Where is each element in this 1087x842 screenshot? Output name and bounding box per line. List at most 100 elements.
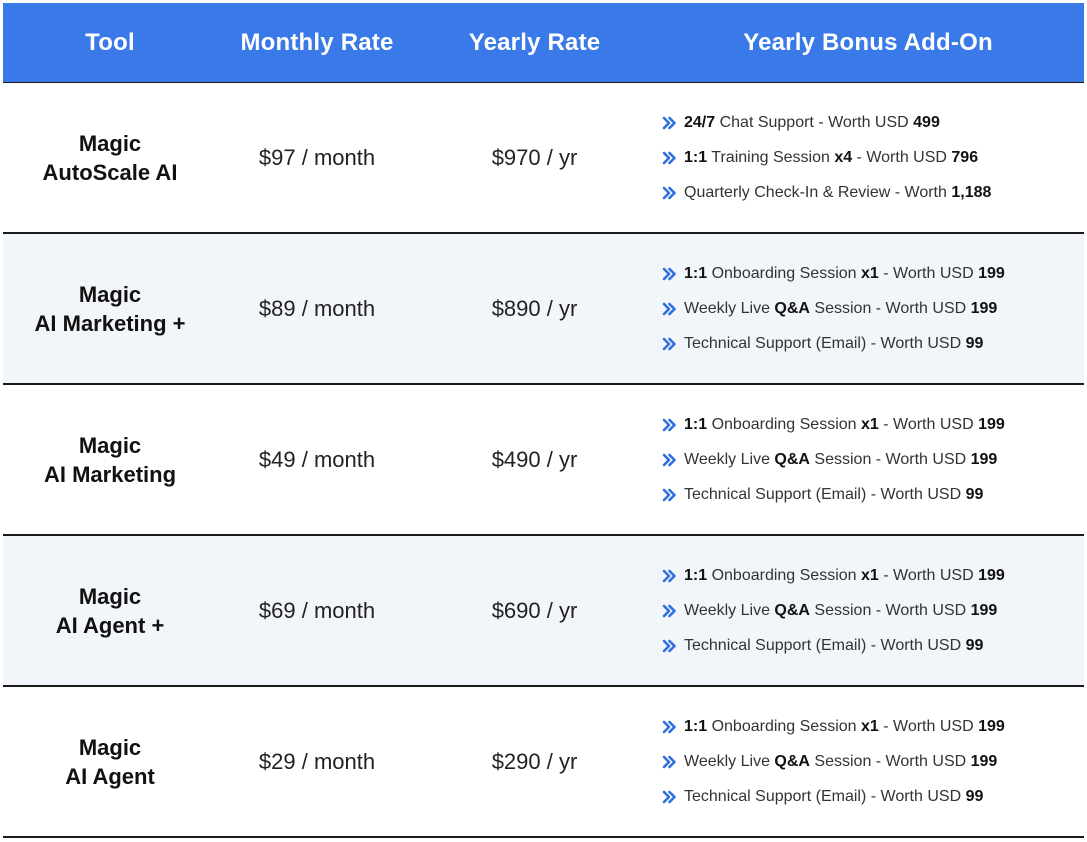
double-chevron-right-icon [662, 604, 676, 617]
tool-name: Magic AI Agent [3, 687, 217, 836]
pricing-table: Tool Monthly Rate Yearly Rate Yearly Bon… [3, 3, 1084, 838]
double-chevron-right-icon [662, 453, 676, 466]
tool-name: Magic AutoScale AI [3, 83, 217, 232]
monthly-rate: $29 / month [258, 748, 376, 774]
bonus-highlight: x1 [861, 717, 879, 735]
bonus-item: 1:1 Onboarding Session x1 - Worth USD 19… [662, 256, 1084, 291]
bonus-text: Session - Worth USD [809, 450, 971, 468]
bonus-text: Onboarding Session [707, 566, 861, 584]
double-chevron-right-icon [662, 337, 676, 350]
double-chevron-right-icon [662, 116, 676, 129]
bonus-item: 24/7 Chat Support - Worth USD 499 [662, 105, 1084, 140]
bonus-highlight: x1 [861, 566, 879, 584]
bonus-text: Onboarding Session [707, 264, 861, 282]
double-chevron-right-icon [662, 720, 676, 733]
bonus-text: Session - Worth USD [809, 299, 971, 317]
bonus-item: Weekly Live Q&A Session - Worth USD 199 [662, 744, 1084, 779]
bonus-item: Technical Support (Email) - Worth USD 99 [662, 477, 1084, 512]
monthly-rate: $49 / month [258, 446, 376, 472]
double-chevron-right-icon [662, 790, 676, 803]
table-row: Magic AI Agent + $69 / month $690 / yr 1:1 O… [3, 536, 1084, 687]
tool-name-line1: Magic [78, 583, 142, 609]
bonus-text: - Worth USD [878, 264, 979, 282]
yearly-rate: $690 / yr [491, 597, 578, 623]
bonus-item: 1:1 Onboarding Session x1 - Worth USD 19… [662, 709, 1084, 744]
yearly-rate: $290 / yr [491, 748, 578, 774]
table-body: Magic AutoScale AI $97 / month $970 / yr 24/… [3, 83, 1084, 838]
monthly-rate: $89 / month [258, 295, 376, 321]
bonus-item: 1:1 Onboarding Session x1 - Worth USD 19… [662, 407, 1084, 442]
monthly-rate: $97 / month [258, 144, 376, 170]
table-header: Tool Monthly Rate Yearly Rate Yearly Bon… [3, 3, 1084, 83]
bonus-text: Session - Worth USD [809, 752, 971, 770]
bonus-highlight: 99 [965, 636, 984, 654]
bonus-text: - Worth USD [852, 148, 952, 166]
bonus-item: Quarterly Check-In & Review - Worth 1,18… [662, 175, 1084, 210]
bonus-text: Technical Support (Email) - Worth USD [684, 636, 966, 654]
table-row: Magic AI Marketing $49 / month $490 / yr 1:1… [3, 385, 1084, 536]
bonus-item: Weekly Live Q&A Session - Worth USD 199 [662, 442, 1084, 477]
bonus-list: 24/7 Chat Support - Worth USD 499 1:1 Tra… [652, 83, 1084, 232]
yearly-rate: $970 / yr [491, 144, 578, 170]
double-chevron-right-icon [662, 267, 676, 280]
bonus-text: Chat Support - Worth USD [715, 113, 914, 131]
bonus-item: Technical Support (Email) - Worth USD 99 [662, 326, 1084, 361]
bonus-highlight: 1:1 [684, 566, 708, 584]
bonus-item: Technical Support (Email) - Worth USD 99 [662, 628, 1084, 663]
bonus-highlight: 796 [951, 148, 979, 166]
bonus-highlight: 199 [970, 601, 998, 619]
bonus-item: Weekly Live Q&A Session - Worth USD 199 [662, 593, 1084, 628]
double-chevron-right-icon [662, 569, 676, 582]
bonus-text: - Worth USD [878, 415, 979, 433]
bonus-text: Weekly Live [684, 450, 775, 468]
bonus-highlight: 24/7 [684, 113, 716, 131]
double-chevron-right-icon [662, 302, 676, 315]
bonus-highlight: x1 [861, 415, 879, 433]
bonus-highlight: 199 [970, 299, 998, 317]
bonus-text: Technical Support (Email) - Worth USD [684, 485, 966, 503]
bonus-item: 1:1 Onboarding Session x1 - Worth USD 19… [662, 558, 1084, 593]
bonus-text: Weekly Live [684, 752, 775, 770]
bonus-text: Training Session [707, 148, 835, 166]
bonus-highlight: x4 [834, 148, 853, 166]
tool-name: Magic AI Marketing [3, 385, 217, 534]
bonus-highlight: x1 [861, 264, 879, 282]
tool-name-line2: AI Marketing + [34, 310, 186, 336]
bonus-highlight: 1:1 [684, 148, 708, 166]
bonus-text: Technical Support (Email) - Worth USD [684, 787, 966, 805]
double-chevron-right-icon [662, 186, 676, 199]
bonus-text: - Worth USD [878, 717, 979, 735]
bonus-list: 1:1 Onboarding Session x1 - Worth USD 19… [652, 234, 1084, 383]
header-monthly-rate: Monthly Rate [240, 28, 394, 56]
double-chevron-right-icon [662, 639, 676, 652]
double-chevron-right-icon [662, 488, 676, 501]
monthly-rate: $69 / month [258, 597, 376, 623]
bonus-highlight: 99 [965, 485, 984, 503]
bonus-text: - Worth USD [878, 566, 979, 584]
bonus-text: Onboarding Session [707, 717, 861, 735]
tool-name-line1: Magic [78, 281, 142, 307]
bonus-text: Weekly Live [684, 299, 775, 317]
bonus-highlight: 199 [978, 415, 1005, 433]
double-chevron-right-icon [662, 418, 676, 431]
double-chevron-right-icon [662, 151, 676, 164]
bonus-list: 1:1 Onboarding Session x1 - Worth USD 19… [652, 687, 1084, 836]
tool-name-line2: AI Marketing [43, 461, 177, 487]
tool-name-line2: AI Agent + [55, 612, 165, 638]
tool-name-line2: AutoScale AI [42, 159, 178, 185]
double-chevron-right-icon [662, 755, 676, 768]
bonus-text: Technical Support (Email) - Worth USD [684, 334, 966, 352]
bonus-text: Quarterly Check-In & Review - Worth [684, 183, 952, 201]
tool-name-line1: Magic [78, 130, 142, 156]
table-row: Magic AutoScale AI $97 / month $970 / yr 24/… [3, 83, 1084, 234]
bonus-highlight: Q&A [774, 752, 810, 770]
bonus-highlight: 199 [978, 566, 1005, 584]
bonus-item: Weekly Live Q&A Session - Worth USD 199 [662, 291, 1084, 326]
header-yearly-rate: Yearly Rate [468, 28, 601, 56]
bonus-highlight: 99 [965, 787, 984, 805]
header-tool: Tool [85, 28, 135, 56]
bonus-highlight: 1:1 [684, 264, 708, 282]
bonus-highlight: 1:1 [684, 717, 708, 735]
bonus-highlight: Q&A [774, 299, 810, 317]
bonus-text: Session - Worth USD [809, 601, 971, 619]
